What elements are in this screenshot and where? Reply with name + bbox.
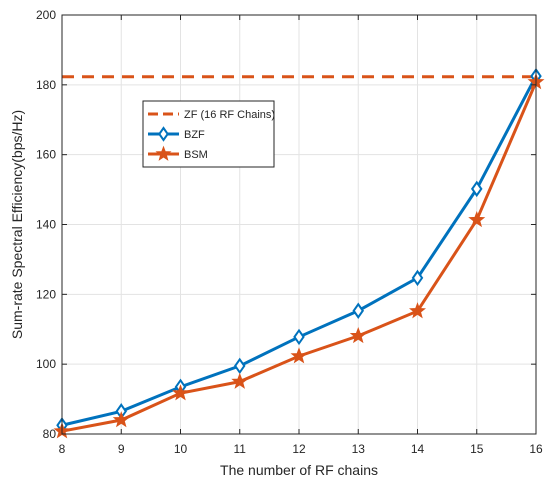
x-tick-label: 11 bbox=[234, 442, 247, 456]
y-tick-label: 100 bbox=[36, 357, 56, 371]
data-point-diamond bbox=[470, 180, 483, 198]
legend-label-1: BZF bbox=[184, 129, 205, 141]
y-tick-label: 180 bbox=[36, 78, 56, 92]
data-point-star bbox=[172, 384, 189, 401]
y-tick-label: 200 bbox=[36, 8, 56, 22]
legend-marker-star bbox=[155, 145, 172, 161]
x-tick-label: 13 bbox=[352, 442, 366, 456]
legend-label-0: ZF (16 RF Chains) bbox=[184, 109, 275, 121]
axis-ticks: 8 9 10 11 12 13 14 15 16 80 100 120 140 160 180 200 bbox=[36, 8, 543, 456]
data-point-diamond bbox=[233, 357, 246, 375]
data-point-diamond bbox=[293, 328, 305, 346]
x-tick-label: 15 bbox=[470, 442, 484, 456]
x-axis-label: The number of RF chains bbox=[220, 462, 378, 478]
data-point-star bbox=[349, 326, 367, 344]
legend: ZF (16 RF Chains) BZF BSM bbox=[142, 100, 275, 168]
data-point-star bbox=[290, 347, 308, 364]
x-tick-label: 16 bbox=[529, 442, 543, 456]
x-tick-label: 10 bbox=[174, 442, 188, 456]
x-tick-label: 9 bbox=[118, 442, 125, 456]
legend-label-2: BSM bbox=[184, 149, 208, 161]
data-point-diamond bbox=[352, 302, 365, 319]
x-tick-label: 8 bbox=[59, 442, 66, 456]
x-tick-label: 12 bbox=[292, 442, 306, 456]
x-tick-label: 14 bbox=[411, 442, 425, 456]
data-point-diamond bbox=[411, 269, 424, 287]
y-tick-label: 120 bbox=[36, 287, 56, 301]
y-tick-label: 80 bbox=[43, 427, 57, 441]
y-tick-label: 160 bbox=[36, 148, 56, 162]
data-point-star bbox=[409, 302, 426, 319]
data-point-star bbox=[468, 211, 486, 228]
legend-marker-diamond bbox=[158, 126, 169, 142]
data-point-star bbox=[112, 411, 130, 428]
data-point-star bbox=[231, 372, 249, 389]
y-tick-label: 140 bbox=[36, 218, 56, 232]
y-axis-label: Sum-rate Spectral Efficiency(bps/Hz) bbox=[9, 110, 25, 339]
